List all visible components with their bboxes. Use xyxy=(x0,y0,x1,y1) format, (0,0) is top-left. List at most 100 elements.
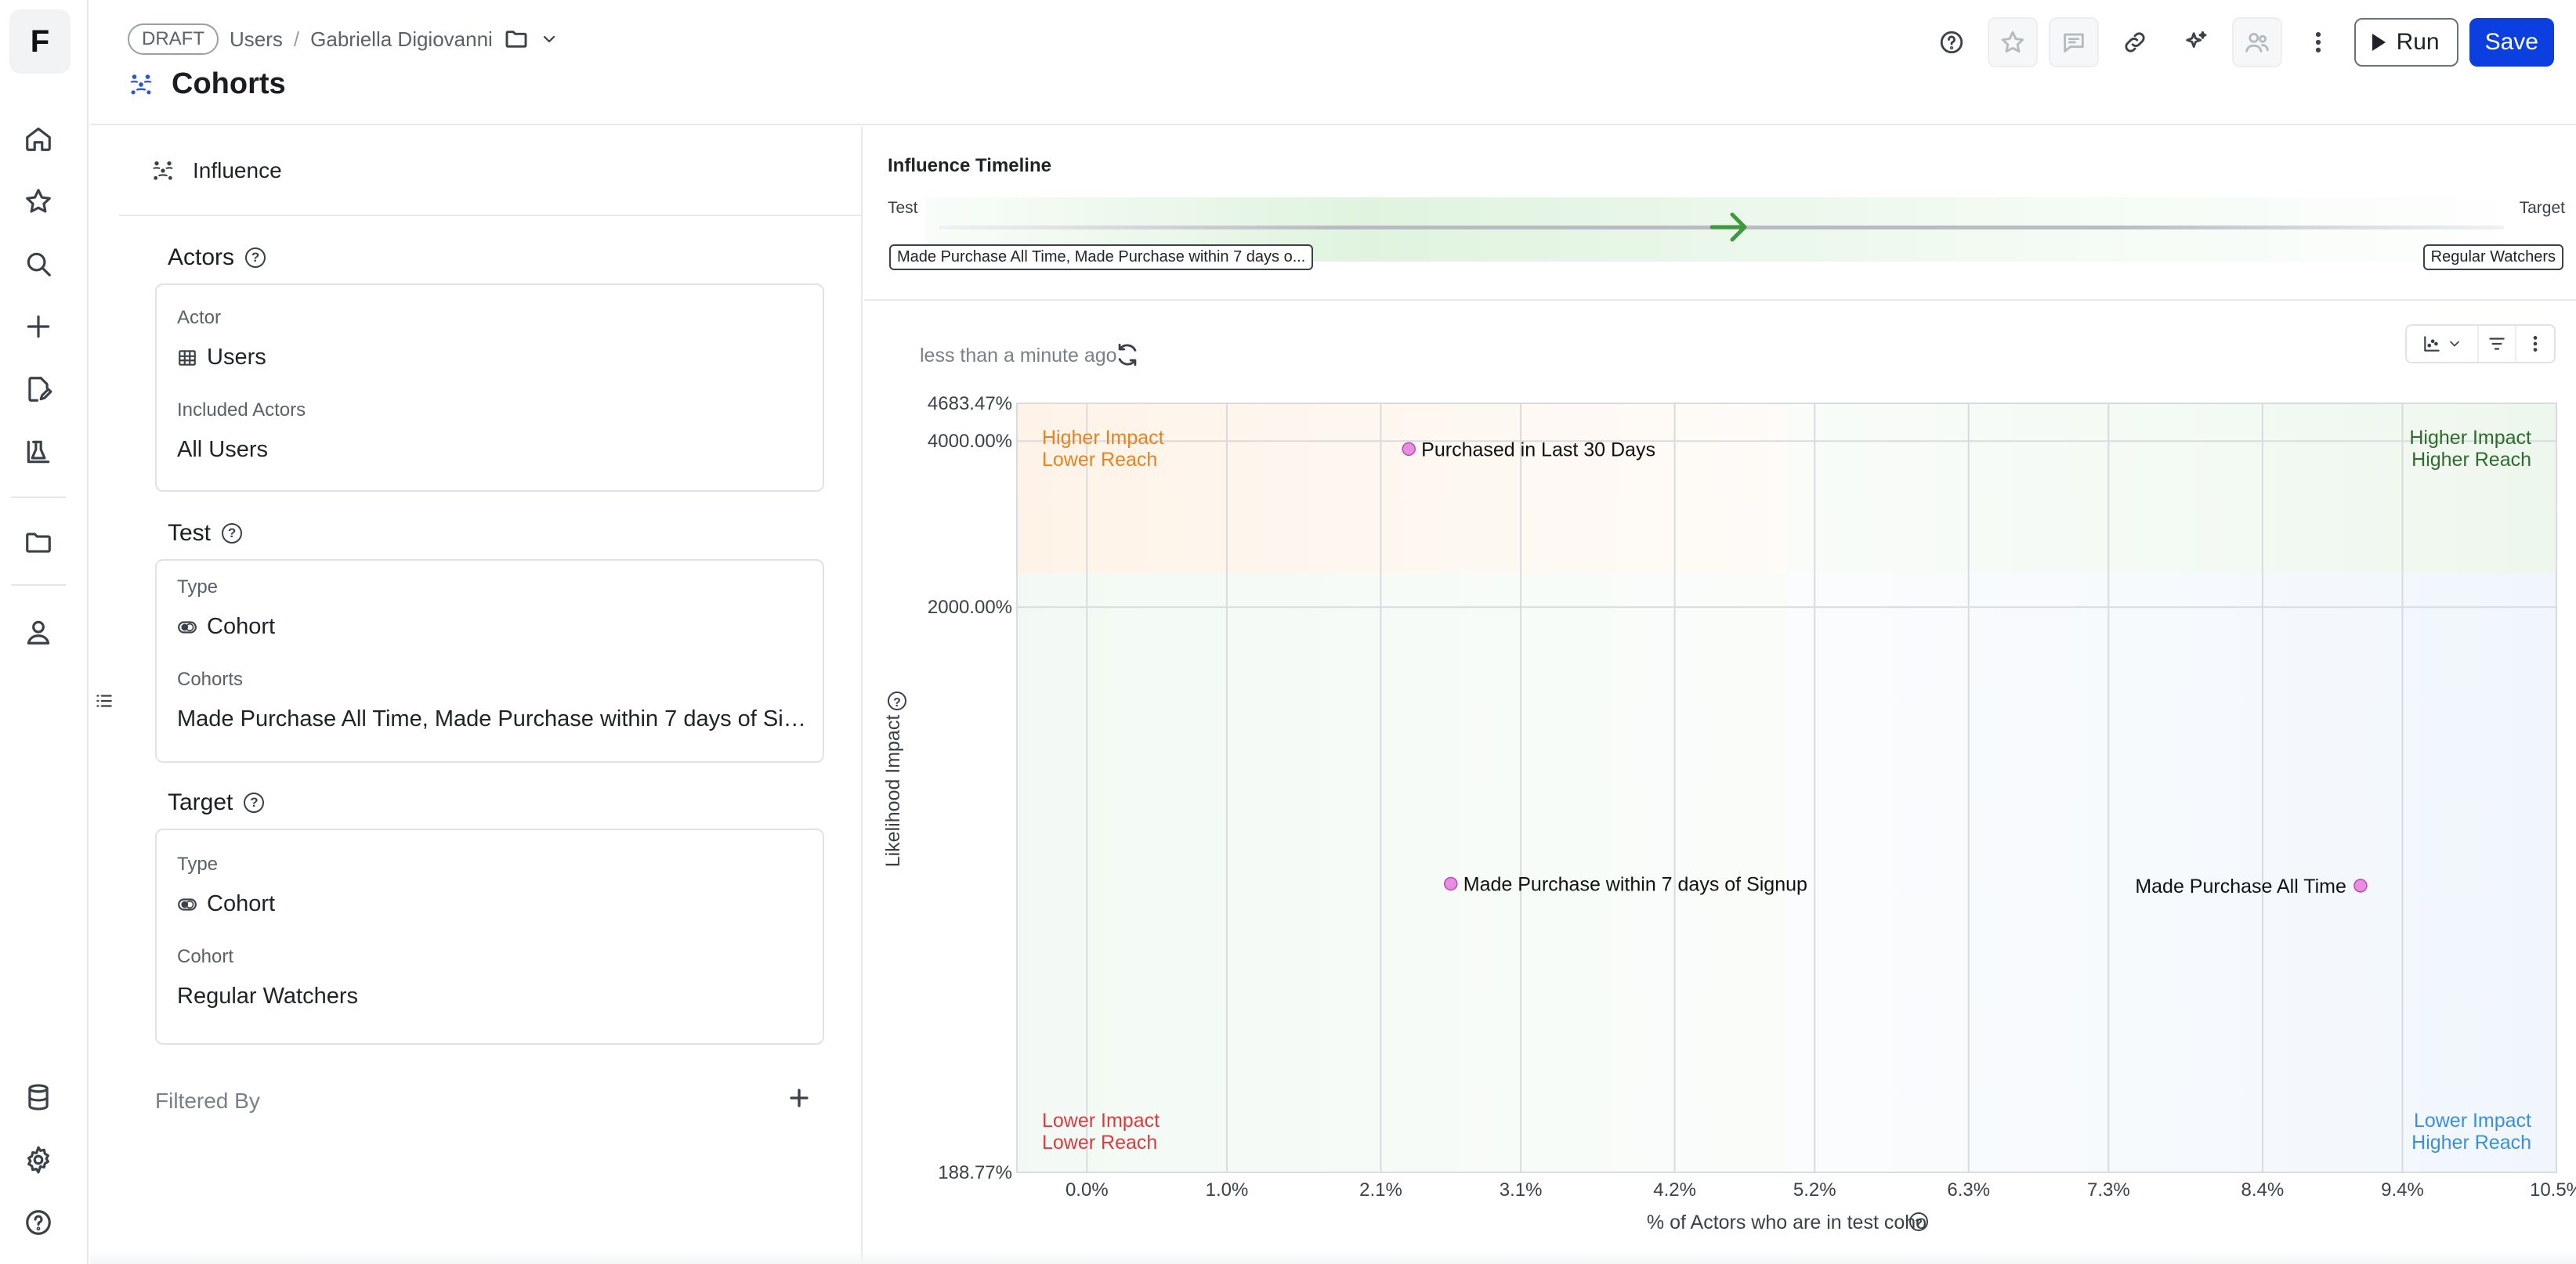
ai-assist-button[interactable] xyxy=(2171,17,2221,67)
gear-icon[interactable] xyxy=(16,1137,61,1183)
data-point-marker xyxy=(1444,876,1458,891)
search-icon[interactable] xyxy=(16,241,61,287)
help-icon[interactable]: ? xyxy=(222,523,243,544)
comments-button[interactable] xyxy=(2048,17,2099,67)
target-cohort-label: Cohort xyxy=(177,946,234,967)
y-tick-label: 188.77% xyxy=(938,1162,1012,1183)
filtered-by-label: Filtered By xyxy=(155,1089,260,1113)
folder-icon[interactable] xyxy=(504,27,529,52)
page-header: DRAFT Users / Gabriella Digiovanni Cohor… xyxy=(90,0,2576,125)
influence-timeline: Influence Timeline Test Target Made Purc… xyxy=(864,127,2576,301)
folder-icon[interactable] xyxy=(16,520,61,565)
lab-icon[interactable] xyxy=(16,429,61,475)
copy-link-button[interactable] xyxy=(2110,17,2160,67)
edit-document-icon[interactable] xyxy=(16,367,61,412)
database-icon[interactable] xyxy=(16,1074,61,1120)
influence-scatter-chart: 0.0% 1.0% 2.1% 3.1% 4.2% 5.2% 6.3% 7.3% 8.4% 9.4%… xyxy=(882,393,2576,1233)
cohort-toggle-icon xyxy=(178,620,197,634)
influence-label: Influence xyxy=(193,158,282,182)
chevron-down-icon[interactable] xyxy=(540,30,559,49)
target-title-text: Target xyxy=(168,789,233,815)
status-badge: DRAFT xyxy=(128,23,219,55)
x-tick-label: 7.3% xyxy=(2087,1179,2130,1201)
x-axis-help-icon[interactable]: ? xyxy=(1909,1212,1928,1231)
y-tick-label: 2000.00% xyxy=(928,597,1012,618)
quadrant-label-bottom-right: Higher Reach xyxy=(2411,1132,2531,1154)
test-type-value: Cohort xyxy=(177,614,275,640)
add-filter-icon[interactable] xyxy=(783,1082,815,1114)
x-tick-label: 10.5% xyxy=(2530,1179,2576,1201)
timeline-target-chip[interactable]: Regular Watchers xyxy=(2422,244,2563,270)
x-tick-label: 3.1% xyxy=(1500,1179,1543,1201)
quadrant-label-top-right: Higher Reach xyxy=(2411,449,2531,471)
breadcrumb-item[interactable]: Gabriella Digiovanni xyxy=(310,27,493,51)
help-icon[interactable]: ? xyxy=(244,793,265,813)
target-type-label: Type xyxy=(177,854,219,875)
quadrant-label-top-right: Higher Impact xyxy=(2409,427,2531,449)
favorite-button[interactable] xyxy=(1987,17,2038,67)
arrow-right-icon xyxy=(1710,212,1747,242)
plus-icon[interactable] xyxy=(16,304,61,349)
chart-points: Purchased in Last 30 Days Made Purchase w… xyxy=(1402,439,2368,897)
run-button[interactable]: Run xyxy=(2353,18,2458,67)
share-button[interactable] xyxy=(2231,17,2282,67)
help-button[interactable] xyxy=(1927,17,1977,67)
included-actors-label: Included Actors xyxy=(177,399,306,421)
cohorts-icon xyxy=(153,161,173,180)
y-axis-help-icon[interactable]: ? xyxy=(888,692,906,710)
test-title: Test ? xyxy=(168,520,243,547)
home-icon[interactable] xyxy=(16,116,61,161)
quadrant-backgrounds xyxy=(1017,403,2556,1172)
save-button[interactable]: Save xyxy=(2469,18,2554,67)
actor-value: Users xyxy=(177,345,266,370)
data-point-marker xyxy=(2353,879,2368,893)
chart-filter-button[interactable] xyxy=(2479,326,2516,362)
data-point[interactable]: Purchased in Last 30 Days xyxy=(1402,439,1655,460)
chart-type-dropdown[interactable] xyxy=(2407,326,2479,362)
breadcrumb-item[interactable]: Users xyxy=(230,27,283,51)
left-rail: F xyxy=(0,0,89,1264)
help-icon[interactable] xyxy=(16,1200,61,1245)
person-icon[interactable] xyxy=(16,609,61,655)
target-card[interactable]: Type Cohort Cohort Regular Watchers xyxy=(155,829,824,1045)
influence-section-header[interactable]: Influence xyxy=(119,127,861,216)
actors-title-text: Actors xyxy=(168,244,235,270)
actors-card[interactable]: Actor Users Included Actors All Users xyxy=(155,283,824,492)
data-point[interactable]: Made Purchase within 7 days of Signup xyxy=(1444,873,1807,895)
x-tick-label: 8.4% xyxy=(2241,1179,2285,1201)
help-icon[interactable]: ? xyxy=(245,247,266,268)
scatter-chart-icon xyxy=(2424,336,2440,352)
timeline-test-chip[interactable]: Made Purchase All Time, Made Purchase wi… xyxy=(889,244,1314,270)
chart-more-button[interactable] xyxy=(2516,326,2554,362)
test-card[interactable]: Type Cohort Cohorts Made Purchase All Ti… xyxy=(155,559,824,763)
app-logo[interactable]: F xyxy=(9,9,71,74)
users-icon xyxy=(2245,32,2269,52)
target-cohort-value: Regular Watchers xyxy=(177,984,359,1009)
quadrant-label-bottom-left: Lower Impact xyxy=(1042,1110,1160,1132)
comment-icon xyxy=(2063,33,2084,52)
quadrant-label-top-left: Higher Impact xyxy=(1042,427,1164,449)
rail-divider xyxy=(11,497,66,498)
last-updated-text: less than a minute ago xyxy=(920,345,1117,367)
quadrant-top-left xyxy=(1017,403,1787,574)
filter-icon xyxy=(2489,338,2505,350)
quadrant-bottom-right xyxy=(1786,573,2556,1172)
quadrant-label-bottom-right: Lower Impact xyxy=(2414,1110,2531,1132)
data-point[interactable]: Made Purchase All Time xyxy=(2135,876,2368,897)
actor-label: Actor xyxy=(177,307,222,328)
outline-toggle-icon[interactable] xyxy=(94,691,114,711)
test-title-text: Test xyxy=(168,520,212,546)
data-point-marker xyxy=(1402,442,1416,457)
refresh-icon[interactable] xyxy=(1114,341,1141,368)
quadrant-top-right xyxy=(1786,403,2556,574)
more-menu-button[interactable] xyxy=(2293,17,2343,67)
more-vertical-icon xyxy=(2315,31,2321,53)
bottom-edge xyxy=(90,1250,2576,1264)
star-icon[interactable] xyxy=(16,179,61,224)
help-icon xyxy=(1940,31,1963,54)
x-axis-label: % of Actors who are in test coho xyxy=(1647,1212,1927,1233)
run-label: Run xyxy=(2396,29,2440,55)
test-type-label: Type xyxy=(177,576,219,598)
cohort-toggle-icon xyxy=(178,897,197,911)
